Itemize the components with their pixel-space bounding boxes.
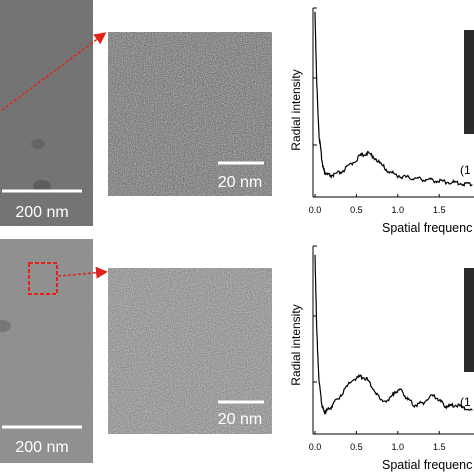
zoom-image-bottom bbox=[108, 268, 272, 434]
plot-ylabel-bottom: Radial intensity bbox=[289, 304, 303, 385]
plot-xlabel-top: Spatial frequenc bbox=[382, 221, 472, 235]
overview-image-top bbox=[0, 0, 93, 226]
x-tick-label-bottom-1: 0.5 bbox=[350, 442, 363, 452]
x-tick-label-top-2: 1.0 bbox=[392, 205, 405, 215]
inset-image-bottom bbox=[464, 268, 474, 372]
overview-scale-label-top: 200 nm bbox=[15, 204, 68, 221]
callout-arrow-top bbox=[1, 32, 107, 111]
plot-xlabel-bottom: Spatial frequenc bbox=[382, 458, 472, 472]
x-tick-label-bottom-3: 1.5 bbox=[433, 442, 446, 452]
overview-image-bottom bbox=[0, 239, 93, 463]
callout-arrow-bottom bbox=[57, 266, 108, 279]
zoom-scale-label-top: 20 nm bbox=[218, 174, 262, 191]
overview-scale-label-bottom: 200 nm bbox=[15, 439, 68, 456]
plot-annotation-bottom: (1 bbox=[460, 395, 471, 409]
plot-top: 0.0 0.5 1.0 1.5 Radial intensity Spatial fr… bbox=[289, 7, 474, 235]
selection-box-bottom bbox=[28, 262, 58, 295]
x-tick-label-bottom-2: 1.0 bbox=[392, 442, 405, 452]
x-tick-label-bottom-0: 0.0 bbox=[309, 442, 322, 452]
x-tick-label-top-0: 0.0 bbox=[309, 205, 322, 215]
inset-image-top bbox=[464, 30, 474, 134]
zoom-image-top bbox=[108, 32, 272, 196]
plot-ylabel-top: Radial intensity bbox=[289, 69, 303, 150]
plot-curve-top bbox=[314, 11, 473, 187]
x-tick-label-top-1: 0.5 bbox=[350, 205, 363, 215]
plot-annotation-top: (1 bbox=[460, 163, 471, 177]
plot-bottom: 0.0 0.5 1.0 1.5 Radial intensity Spatial fr… bbox=[289, 245, 474, 472]
zoom-scale-label-bottom: 20 nm bbox=[218, 411, 262, 428]
x-tick-label-top-3: 1.5 bbox=[433, 205, 446, 215]
plot-curve-bottom bbox=[314, 254, 473, 416]
